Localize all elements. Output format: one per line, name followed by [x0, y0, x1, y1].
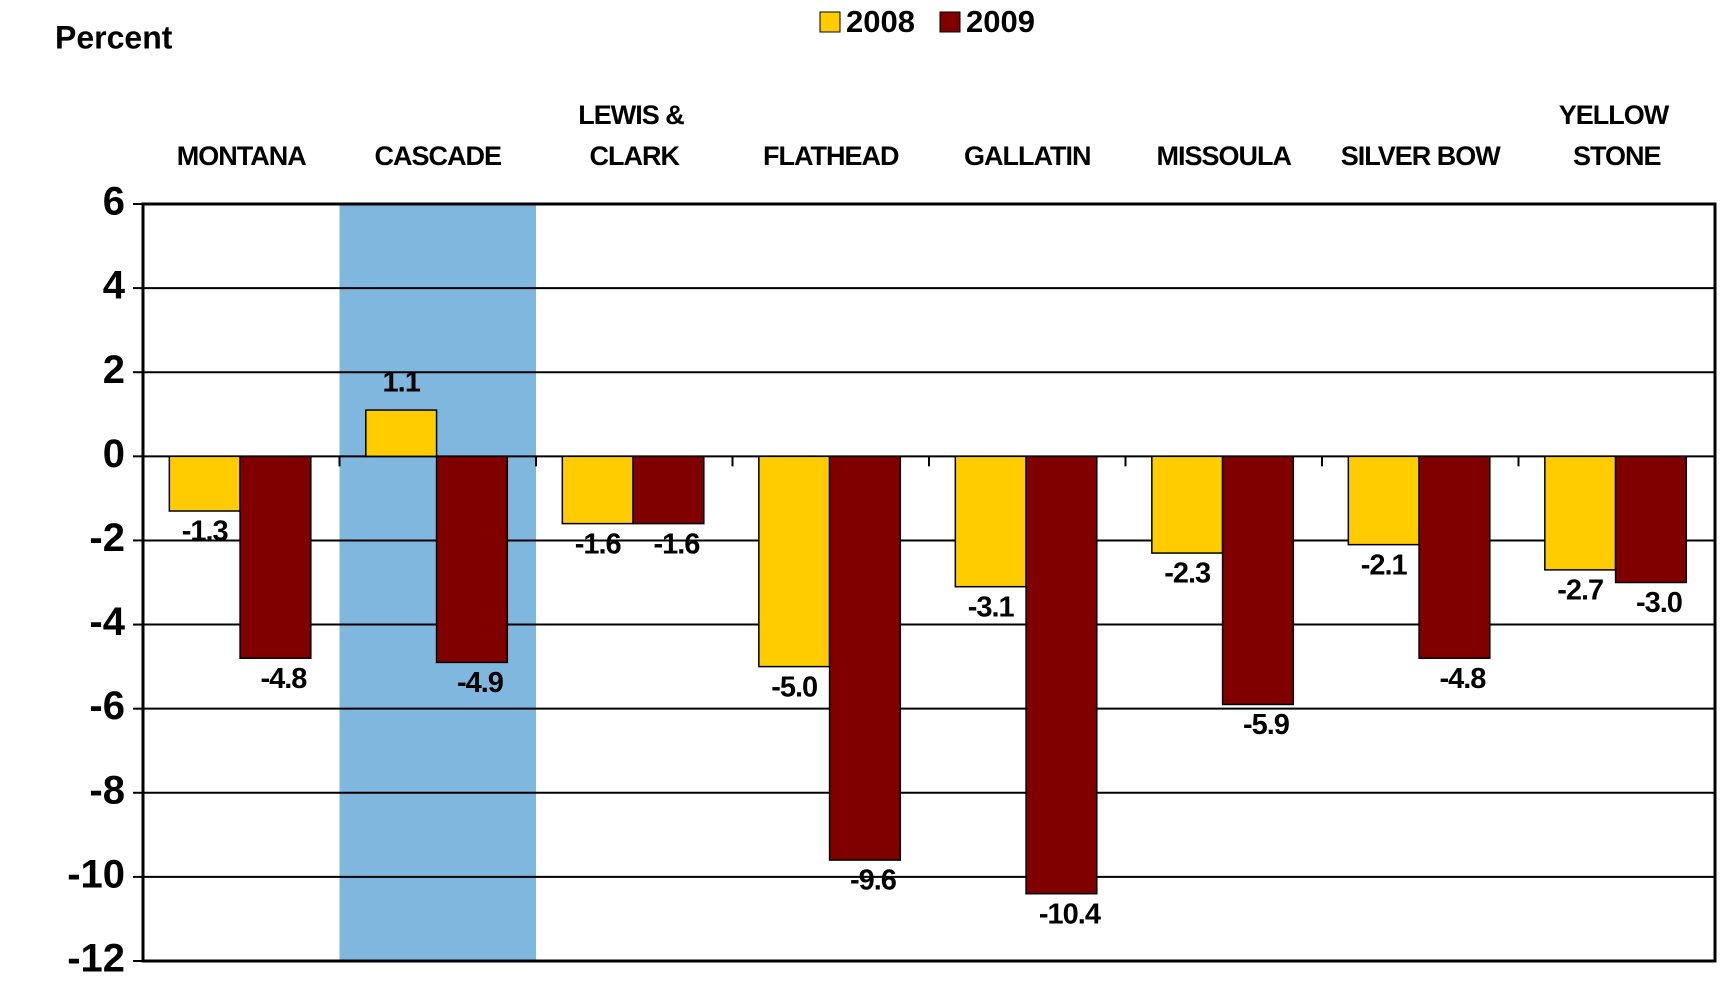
y-tick-label: -6 [89, 684, 125, 728]
value-label: -1.3 [182, 516, 229, 548]
x-tick-label: LEWIS & CLARK [578, 100, 690, 171]
y-tick-label: -2 [89, 516, 125, 560]
value-label: -9.6 [850, 865, 897, 897]
y-tick-label: -12 [67, 937, 125, 981]
value-label: -2.3 [1164, 558, 1211, 590]
y-tick-label: -8 [89, 768, 125, 812]
y-tick-label: -4 [89, 600, 125, 644]
bar [168, 455, 241, 512]
x-tick-label: GALLATIN [964, 141, 1090, 171]
legend-swatch [819, 11, 841, 33]
value-label: -10.4 [1039, 898, 1101, 930]
value-label: 1.1 [383, 367, 421, 399]
plot-frame [141, 202, 1717, 963]
bar [435, 455, 509, 664]
bar [239, 455, 312, 659]
y-tick-label: 6 [103, 180, 125, 224]
value-label: -3.0 [1636, 587, 1682, 619]
y-tick-label: -10 [67, 852, 125, 896]
value-label: -5.9 [1243, 709, 1290, 741]
value-label: -3.1 [968, 591, 1015, 623]
bar [1418, 455, 1491, 659]
bar [1347, 455, 1420, 546]
x-tick-label: CASCADE [374, 141, 501, 171]
y-tick-label: 0 [103, 432, 125, 476]
x-tick-label: YELLOW STONE [1559, 100, 1675, 171]
bar [1151, 455, 1224, 554]
y-tick-label: 2 [103, 348, 125, 392]
bar [1614, 455, 1688, 584]
bar [954, 455, 1027, 588]
bar [632, 455, 705, 525]
bar [828, 455, 902, 861]
legend-swatch [939, 11, 961, 33]
bar [561, 455, 634, 525]
x-tick-label: SILVER BOW [1341, 141, 1502, 171]
value-label: -1.6 [653, 528, 700, 560]
bar [758, 455, 831, 668]
bar [1025, 455, 1098, 895]
value-label: -2.1 [1361, 549, 1408, 581]
legend-label: 2009 [966, 4, 1035, 39]
y-tick-label: 4 [103, 264, 126, 308]
value-label: -4.8 [260, 663, 307, 695]
value-label: -4.8 [1439, 663, 1486, 695]
x-tick-label: MISSOULA [1156, 141, 1291, 171]
y-axis-label: Percent [55, 19, 173, 55]
value-label: -2.7 [1557, 575, 1603, 607]
bar [365, 409, 438, 458]
value-label: -1.6 [575, 528, 622, 560]
bar [1544, 455, 1617, 571]
legend-label: 2008 [846, 4, 915, 39]
value-label: -4.9 [457, 667, 504, 699]
bar [1221, 455, 1295, 706]
value-label: -5.0 [771, 671, 817, 703]
x-tick-label: MONTANA [177, 141, 306, 171]
x-tick-label: FLATHEAD [763, 141, 899, 171]
